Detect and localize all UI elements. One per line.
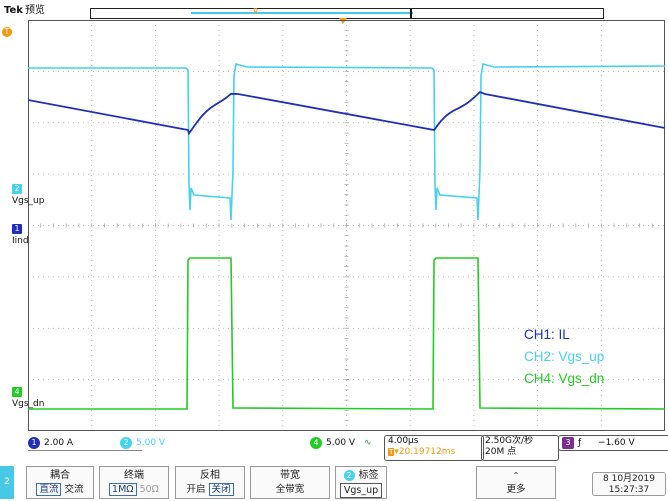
invert-button[interactable]: 反相 开启 关闭 [175, 466, 245, 499]
bandwidth-button[interactable]: 带宽 全带宽 [250, 466, 330, 499]
ch1-badge: 1 [28, 436, 40, 449]
ch4-badge: 4 [310, 436, 322, 449]
datetime-display: 8 10月2019 15:27:37 [592, 472, 666, 496]
ch1-waveform [28, 90, 665, 136]
bandwidth-limit-icon: ∿ [363, 438, 372, 448]
ch4-marker[interactable]: 4Vgs_dn [12, 387, 45, 409]
termination-button[interactable]: 终端 1MΩ 50Ω [99, 466, 169, 499]
more-button[interactable]: ⌃ 更多 [476, 466, 556, 499]
record-view-bar: R [90, 7, 604, 19]
acquisition-readout[interactable]: 2.50G次/秒 20M 点 [481, 435, 559, 461]
ch1-scale-readout[interactable]: 1 2.00 A [28, 436, 142, 451]
waveform-display [28, 20, 665, 431]
trigger-level-marker: T [2, 26, 14, 38]
term-50-option: 50Ω [139, 484, 159, 495]
record-marker: R [253, 7, 259, 16]
record-view-window [191, 12, 413, 14]
label-button[interactable]: 2 标签 Vgs_up [335, 466, 387, 499]
trigger-slope-icon: ƒ [578, 438, 582, 448]
ch4-scale-readout[interactable]: 4 5.00 V ∿ [310, 436, 371, 450]
invert-on-option: 开启 [186, 484, 206, 495]
ch2-scale-readout[interactable]: 2 5.00 V [120, 436, 165, 450]
label-channel-badge: 2 [343, 469, 355, 481]
trigger-level-icon: T [2, 27, 12, 37]
status-bar: 1 2.00 A 2 5.00 V 4 5.00 V ∿ 4.00µs T▾20.19… [26, 434, 668, 464]
legend-ch2: CH2: Vgs_up [524, 349, 605, 364]
channel-markers: T 2Vgs_up 1Iind 4Vgs_dn [0, 20, 44, 431]
ch1-marker[interactable]: 1Iind [12, 224, 29, 246]
ch2-badge: 2 [120, 436, 132, 449]
trigger-source-badge: 3 [562, 436, 574, 449]
coupling-dc-option: 直流 [36, 483, 62, 496]
brand-label: Tek 预览 [4, 5, 45, 16]
ch2-waveform [28, 62, 665, 221]
timebase-readout[interactable]: 4.00µs T▾20.19712ms [384, 435, 484, 461]
record-cursor [410, 9, 412, 18]
more-chevron-icon: ⌃ [512, 471, 520, 480]
ch1-label: Iind [12, 236, 29, 246]
ch4-label: Vgs_dn [12, 399, 45, 409]
ch2-label: Vgs_up [12, 196, 45, 206]
ch2-marker[interactable]: 2Vgs_up [12, 184, 45, 206]
legend-ch1: CH1: IL [524, 327, 570, 342]
trigger-position-badge: T [388, 448, 395, 456]
graticule [28, 20, 665, 431]
menu-channel-tab: 2 [0, 466, 14, 499]
ch4-waveform [28, 257, 665, 410]
coupling-ac-option: 交流 [64, 484, 84, 495]
term-1m-option: 1MΩ [109, 483, 137, 496]
coupling-button[interactable]: 耦合 直流 交流 [26, 466, 94, 499]
legend-ch4: CH4: Vgs_dn [524, 371, 605, 386]
invert-off-option: 关闭 [208, 483, 234, 496]
